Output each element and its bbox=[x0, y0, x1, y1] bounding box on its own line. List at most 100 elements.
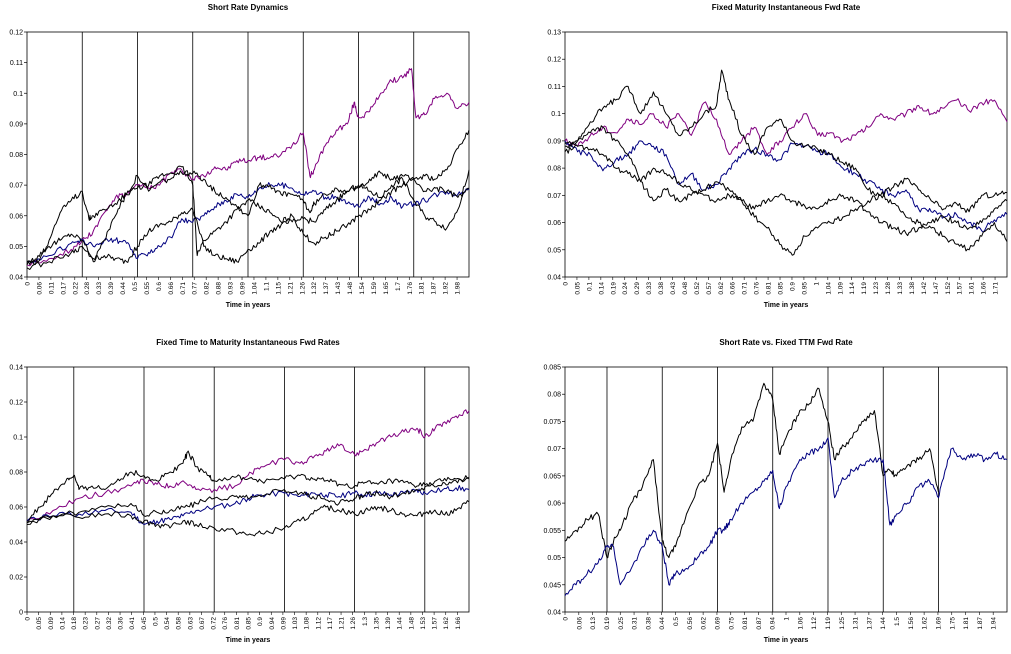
x-tick-label: 0.66 bbox=[730, 282, 737, 295]
x-tick-label: 1.08 bbox=[304, 617, 311, 630]
y-tick-label: 0.04 bbox=[547, 275, 561, 282]
x-tick-label: 1.54 bbox=[359, 282, 366, 295]
x-tick-label: 0.19 bbox=[610, 282, 617, 295]
series-line bbox=[26, 485, 470, 525]
fixed-maturity-chart: Fixed Maturity Instantaneous Fwd Rate 0.0… bbox=[547, 3, 1008, 309]
x-tick-label: 0.77 bbox=[192, 282, 199, 295]
y-tick-label: 0.1 bbox=[13, 91, 23, 98]
series-line bbox=[26, 500, 470, 537]
x-tick-label: 1.62 bbox=[922, 617, 929, 630]
y-tick-label: 0.1 bbox=[551, 111, 561, 118]
x-tick-label: 1 bbox=[813, 282, 820, 286]
x-tick-label: 1.12 bbox=[315, 617, 322, 630]
x-tick-label: 0.1 bbox=[586, 282, 593, 291]
x-tick-label: 0.81 bbox=[742, 617, 749, 630]
x-tick-label: 1.21 bbox=[287, 282, 294, 295]
x-tick-label: 0.5 bbox=[132, 282, 139, 291]
x-tick-label: 0.38 bbox=[645, 617, 652, 630]
x-tick-label: 0.17 bbox=[60, 282, 67, 295]
x-tick-label: 1.76 bbox=[407, 282, 414, 295]
y-tick-label: 0.08 bbox=[547, 166, 561, 173]
x-tick-label: 1.48 bbox=[408, 617, 415, 630]
y-tick-label: 0.06 bbox=[9, 505, 23, 512]
x-tick-label: 1.59 bbox=[371, 282, 378, 295]
y-tick-label: 0.13 bbox=[547, 30, 561, 37]
x-tick-label: 1.09 bbox=[837, 282, 844, 295]
x-tick-label: 1.7 bbox=[395, 282, 402, 291]
x-tick-label: 1.66 bbox=[455, 617, 462, 630]
x-tick-label: 0.55 bbox=[144, 282, 151, 295]
x-tick-label: 1.98 bbox=[455, 282, 462, 295]
series-line bbox=[564, 140, 1008, 233]
x-axis-title: Time in years bbox=[226, 302, 271, 309]
plot-frame bbox=[564, 31, 1008, 278]
x-tick-label: 0.63 bbox=[187, 617, 194, 630]
x-tick-label: 1.33 bbox=[897, 282, 904, 295]
plot-frame bbox=[26, 366, 470, 613]
x-tick-label: 1.37 bbox=[323, 282, 330, 295]
x-tick-label: 0.5 bbox=[152, 617, 159, 626]
short-rate-chart: Short Rate Dynamics 0.04 0.05 0.06 0.07 0.08 0… bbox=[9, 3, 470, 309]
x-axis-title: Time in years bbox=[226, 637, 271, 644]
x-tick-label: 0.06 bbox=[576, 617, 583, 630]
x-tick-label: 0.85 bbox=[778, 282, 785, 295]
y-tick-label: 0.11 bbox=[548, 84, 561, 91]
x-tick-label: 1.04 bbox=[251, 282, 258, 295]
x-tick-label: 1.87 bbox=[431, 282, 438, 295]
x-tick-label: 0.62 bbox=[718, 282, 725, 295]
x-tick-label: 0.52 bbox=[694, 282, 701, 295]
x-tick-label: 1.26 bbox=[299, 282, 306, 295]
series-line bbox=[26, 170, 470, 265]
y-tick-label: 0.065 bbox=[543, 473, 561, 480]
x-tick-label: 0.5 bbox=[673, 617, 680, 626]
x-tick-label: 0.66 bbox=[168, 282, 175, 295]
y-tick-label: 0.09 bbox=[547, 138, 561, 145]
x-tick-label: 0.28 bbox=[84, 282, 91, 295]
x-tick-label: 1.57 bbox=[432, 617, 439, 630]
y-tick-label: 0.11 bbox=[10, 60, 23, 67]
y-tick-label: 0.04 bbox=[9, 275, 23, 282]
fixed-ttm-chart: Fixed Time to Maturity Instantaneous Fwd… bbox=[9, 338, 470, 644]
x-tick-label: 0.81 bbox=[766, 282, 773, 295]
x-tick-label: 1.81 bbox=[963, 617, 970, 630]
x-tick-label: 1.56 bbox=[908, 617, 915, 630]
x-tick-label: 0.67 bbox=[199, 617, 206, 630]
x-tick-label: 0.57 bbox=[706, 282, 713, 295]
y-tick-label: 0.12 bbox=[547, 57, 561, 64]
x-tick-label: 0.95 bbox=[801, 282, 808, 295]
x-tick-label: 0.93 bbox=[228, 282, 235, 295]
x-tick-label: 0.24 bbox=[622, 282, 629, 295]
x-tick-label: 0.44 bbox=[120, 282, 127, 295]
y-tick-label: 0.055 bbox=[543, 528, 561, 535]
y-tick-label: 0 bbox=[19, 610, 23, 617]
x-tick-label: 1.44 bbox=[397, 617, 404, 630]
x-tick-label: 0.39 bbox=[108, 282, 115, 295]
series-line bbox=[26, 477, 470, 525]
x-tick-label: 1.26 bbox=[350, 617, 357, 630]
x-tick-label: 0.18 bbox=[71, 617, 78, 630]
x-tick-label: 1.57 bbox=[957, 282, 964, 295]
x-tick-label: 0.44 bbox=[659, 617, 666, 630]
x-tick-label: 0.75 bbox=[728, 617, 735, 630]
x-tick-label: 1.37 bbox=[866, 617, 873, 630]
x-tick-label: 0.71 bbox=[742, 282, 749, 295]
series-line bbox=[564, 382, 939, 559]
x-tick-label: 1.3 bbox=[362, 617, 369, 626]
x-tick-label: 1.92 bbox=[443, 282, 450, 295]
series-line bbox=[26, 409, 470, 522]
y-tick-label: 0.08 bbox=[9, 152, 23, 159]
x-tick-label: 0.43 bbox=[670, 282, 677, 295]
series-line bbox=[26, 129, 470, 270]
x-tick-label: 0.76 bbox=[754, 282, 761, 295]
x-tick-label: 1.47 bbox=[933, 282, 940, 295]
x-tick-label: 0 bbox=[25, 617, 32, 621]
x-tick-label: 1.87 bbox=[977, 617, 984, 630]
x-tick-label: 0.85 bbox=[246, 617, 253, 630]
x-tick-label: 1 bbox=[784, 617, 791, 621]
x-tick-label: 0.94 bbox=[269, 617, 276, 630]
chart-title: Short Rate vs. Fixed TTM Fwd Rate bbox=[719, 338, 853, 347]
y-tick-label: 0.02 bbox=[9, 575, 23, 582]
x-tick-label: 0 bbox=[563, 282, 570, 286]
chart-title: Fixed Maturity Instantaneous Fwd Rate bbox=[712, 3, 861, 12]
